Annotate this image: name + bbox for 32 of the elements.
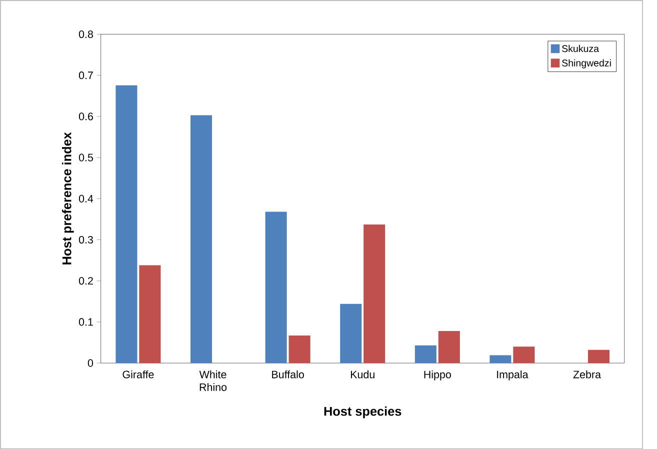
y-tick-label: 0.6 — [78, 112, 93, 120]
x-tick-label: Zebra — [573, 370, 601, 378]
y-tick-label: 0.4 — [78, 194, 94, 202]
y-tick-label: 0.5 — [78, 154, 93, 162]
bar — [438, 330, 460, 363]
bar — [288, 335, 310, 363]
x-tick-label: White Rhino — [199, 370, 227, 391]
legend-label: Shingwedzi — [562, 59, 611, 68]
bar — [364, 224, 386, 363]
bar — [116, 85, 138, 363]
x-tick-label: Hippo — [424, 370, 451, 380]
bar — [513, 346, 535, 363]
y-tick-label: 0.3 — [78, 236, 93, 244]
bar — [265, 212, 287, 363]
x-axis-title: Host species — [324, 406, 402, 418]
y-axis-title: Host preference index — [62, 132, 74, 264]
bar — [414, 345, 436, 363]
bar — [490, 355, 512, 363]
x-tick-label: Giraffe — [122, 370, 154, 378]
y-tick-label: 0.1 — [78, 318, 93, 326]
y-tick-label: 0.7 — [78, 71, 93, 80]
y-tick-label: 0 — [88, 359, 94, 367]
bar — [340, 304, 362, 363]
bar — [190, 115, 212, 363]
x-tick-label: Buffalo — [272, 370, 304, 378]
x-tick-label: Impala — [497, 370, 528, 380]
y-tick-label: 0.2 — [78, 276, 93, 285]
bar — [588, 350, 610, 363]
y-tick-label: 0.8 — [78, 30, 93, 38]
legend-label: Skukuza — [562, 44, 599, 52]
x-tick-label: Kudu — [350, 370, 374, 378]
bar — [139, 265, 161, 363]
